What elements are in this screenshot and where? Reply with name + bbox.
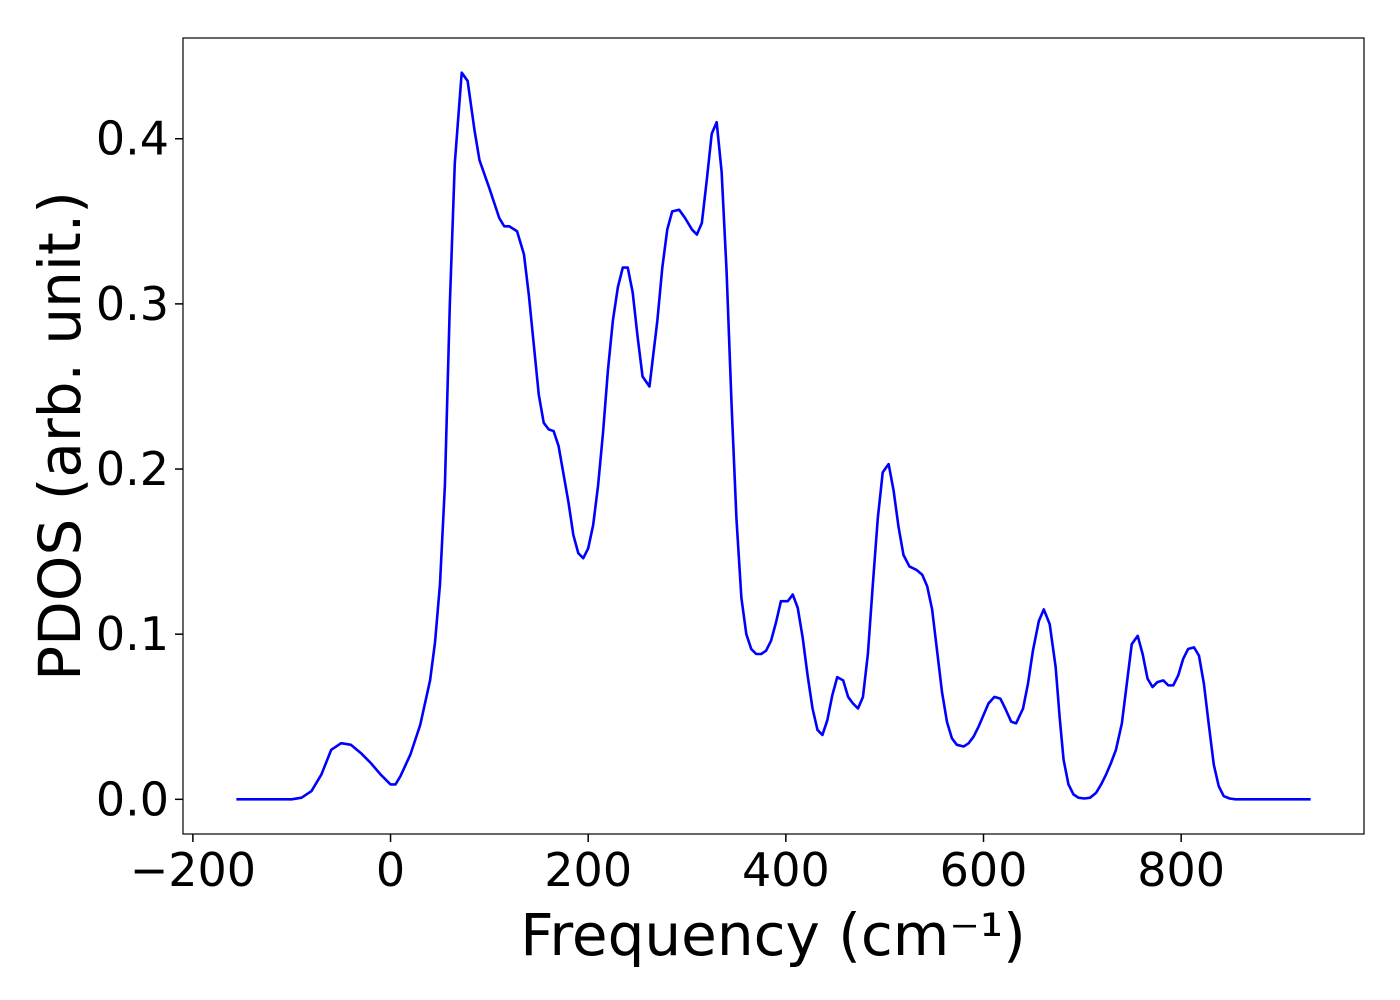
x-tick-label: −200 (130, 843, 256, 897)
x-tick-label: 400 (742, 843, 830, 897)
x-tick-label: 800 (1137, 843, 1225, 897)
y-tick-label: 0.3 (96, 277, 169, 331)
y-axis-label: PDOS (arb. unit.) (26, 191, 94, 681)
x-tick-label: 600 (940, 843, 1028, 897)
x-axis-label: Frequency (cm⁻¹) (520, 901, 1026, 969)
y-tick-label: 0.1 (96, 607, 169, 661)
x-tick-label: 0 (376, 843, 405, 897)
y-tick-label: 0.0 (96, 772, 169, 826)
x-tick-label: 200 (544, 843, 632, 897)
plot-frame (182, 37, 1365, 835)
y-tick-label: 0.2 (96, 442, 169, 496)
pdos-line (236, 71, 1311, 801)
y-tick-label: 0.4 (96, 112, 169, 166)
